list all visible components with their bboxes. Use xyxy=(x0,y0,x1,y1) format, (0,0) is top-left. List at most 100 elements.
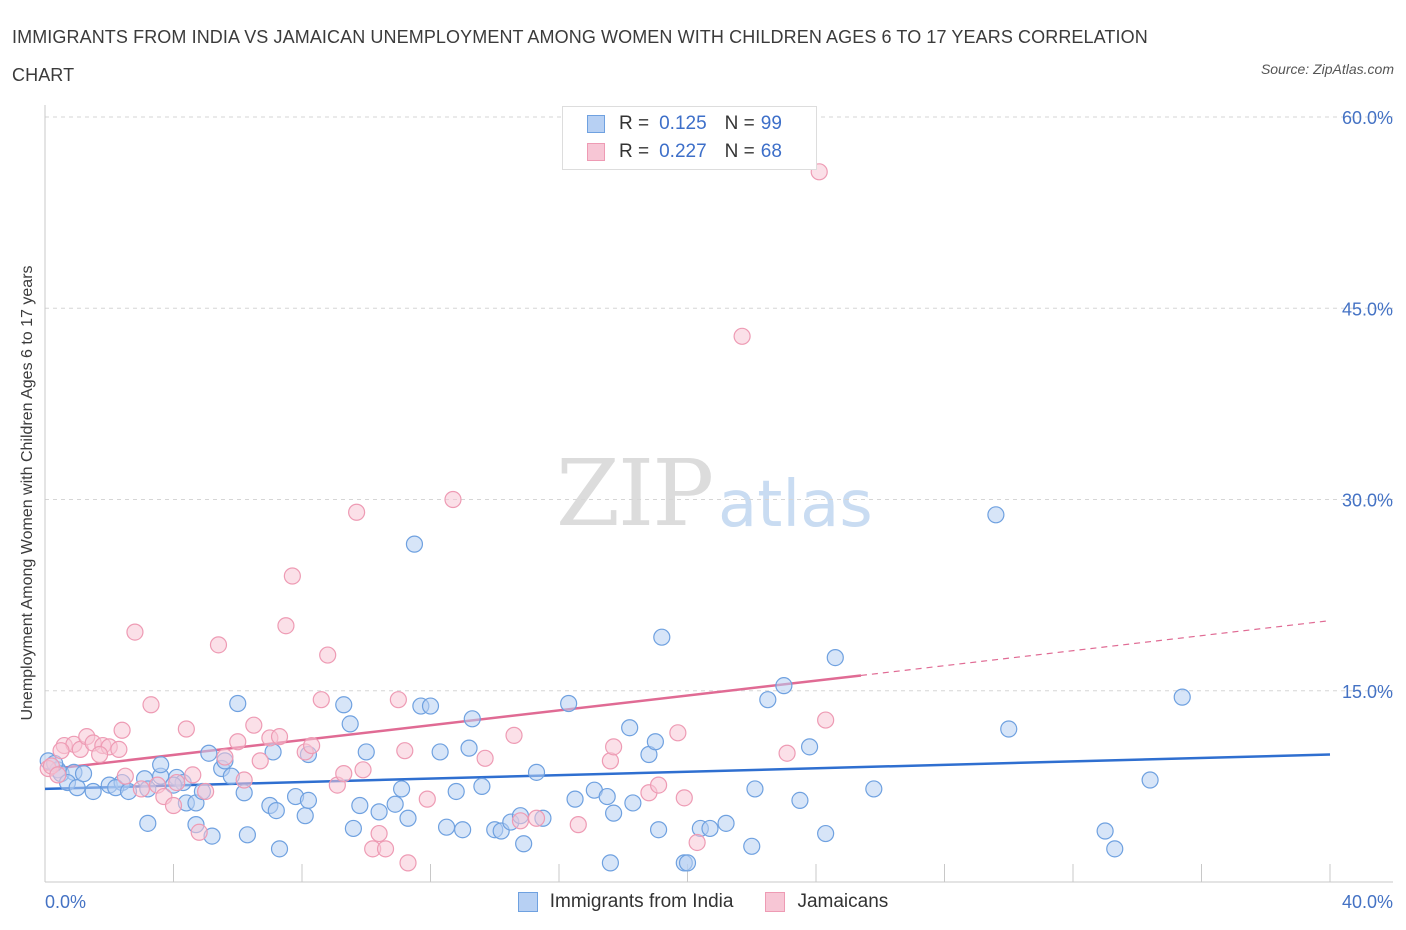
india-point xyxy=(598,787,616,806)
jamaica-point xyxy=(370,824,388,843)
jamaica-point xyxy=(444,490,462,509)
jamaica-n-value: 68 xyxy=(760,141,782,162)
india-point xyxy=(139,814,157,832)
india-point xyxy=(746,780,764,798)
jamaica-point xyxy=(319,646,337,664)
jamaica-point xyxy=(348,503,366,521)
jamaica-point xyxy=(601,752,620,770)
india-n-value: 99 xyxy=(760,113,782,134)
india-point xyxy=(649,821,668,839)
x-tick-label: 0.0% xyxy=(45,892,86,912)
jamaica-trend-extension xyxy=(860,620,1331,677)
india-point xyxy=(270,840,289,858)
jamaica-trend-line xyxy=(44,674,862,772)
india-point xyxy=(437,818,456,836)
tick-labels: 15.0% 30.0% 45.0% 60.0% 0.0% 40.0% xyxy=(45,108,1393,912)
jamaica-point xyxy=(396,742,414,760)
india-point xyxy=(717,814,735,832)
jamaica-point xyxy=(216,748,234,766)
r-label: R = xyxy=(619,113,650,134)
jamaica-point xyxy=(511,812,530,830)
jamaica-point xyxy=(569,816,587,834)
jamaica-point xyxy=(283,567,301,585)
jamaica-point xyxy=(312,691,330,709)
jamaica-point xyxy=(649,776,668,794)
jamaica-point xyxy=(418,790,436,808)
india-point xyxy=(1141,771,1159,789)
india-point xyxy=(624,794,642,812)
india-point xyxy=(68,779,86,797)
jamaica-legend-label: Jamaicans xyxy=(797,891,889,912)
india-point xyxy=(743,837,761,855)
india-swatch xyxy=(587,115,605,133)
jamaica-point xyxy=(688,833,706,852)
india-point xyxy=(1000,720,1018,738)
india-point xyxy=(775,677,793,695)
india-point xyxy=(701,819,719,838)
r-label: R = xyxy=(619,141,650,162)
jamaica-point xyxy=(527,809,546,827)
india-point xyxy=(473,777,491,795)
jamaica-point xyxy=(605,738,623,756)
jamaica-point xyxy=(277,617,295,635)
jamaica-point xyxy=(190,823,208,841)
jamaica-point xyxy=(184,766,202,784)
data-points xyxy=(39,163,1191,872)
gridlines xyxy=(45,116,1393,692)
jamaica-point xyxy=(476,749,494,767)
india-point xyxy=(560,694,578,713)
jamaica-point xyxy=(251,752,269,770)
india-point xyxy=(386,795,404,813)
jamaica-point xyxy=(235,771,253,789)
jamaica-point xyxy=(91,745,109,764)
india-point xyxy=(370,803,388,821)
india-point xyxy=(817,824,835,843)
legend-item-india[interactable]: Immigrants from India xyxy=(517,891,734,913)
india-point xyxy=(392,780,411,798)
india-point xyxy=(152,756,170,774)
jamaica-point xyxy=(132,780,150,798)
jamaica-swatch xyxy=(587,143,605,161)
jamaica-point xyxy=(270,728,289,746)
india-point xyxy=(299,791,318,810)
india-point xyxy=(74,765,93,783)
india-point xyxy=(229,694,247,713)
jamaica-point xyxy=(209,636,228,654)
india-point xyxy=(460,739,478,757)
jamaica-point xyxy=(778,744,796,762)
india-point xyxy=(800,738,819,756)
india-point xyxy=(566,790,584,808)
jamaica-point xyxy=(389,691,407,709)
india-point xyxy=(527,763,546,781)
india-point xyxy=(238,826,256,844)
jamaica-point xyxy=(168,773,186,792)
india-point xyxy=(601,854,620,872)
trend-lines xyxy=(44,620,1331,791)
india-point xyxy=(84,782,102,801)
india-point xyxy=(791,791,809,810)
jamaica-point xyxy=(303,736,321,755)
india-point xyxy=(653,628,671,646)
india-point xyxy=(1173,688,1191,706)
jamaica-point xyxy=(177,720,195,738)
india-legend-label: Immigrants from India xyxy=(549,891,734,912)
india-point xyxy=(296,807,314,825)
jamaica-legend-swatch xyxy=(765,892,786,912)
jamaica-point xyxy=(110,740,128,759)
chart-title: IMMIGRANTS FROM INDIA VS JAMAICAN UNEMPL… xyxy=(12,27,1148,85)
india-point xyxy=(621,719,639,737)
legend-item-jamaica[interactable]: Jamaicans xyxy=(765,891,888,913)
x-tick-label: 40.0% xyxy=(1342,892,1393,912)
india-point xyxy=(1106,840,1124,858)
y-tick-label: 15.0% xyxy=(1342,682,1393,702)
india-point xyxy=(463,710,481,728)
y-tick-label: 45.0% xyxy=(1342,299,1393,319)
india-point xyxy=(341,715,359,733)
india-trend-line xyxy=(44,753,1331,791)
jamaica-point xyxy=(669,724,687,742)
y-tick-label: 60.0% xyxy=(1342,108,1393,128)
india-point xyxy=(357,743,375,761)
jamaica-point xyxy=(164,796,183,815)
legend-row-india: R = 0.125 N = 99 xyxy=(587,112,782,136)
